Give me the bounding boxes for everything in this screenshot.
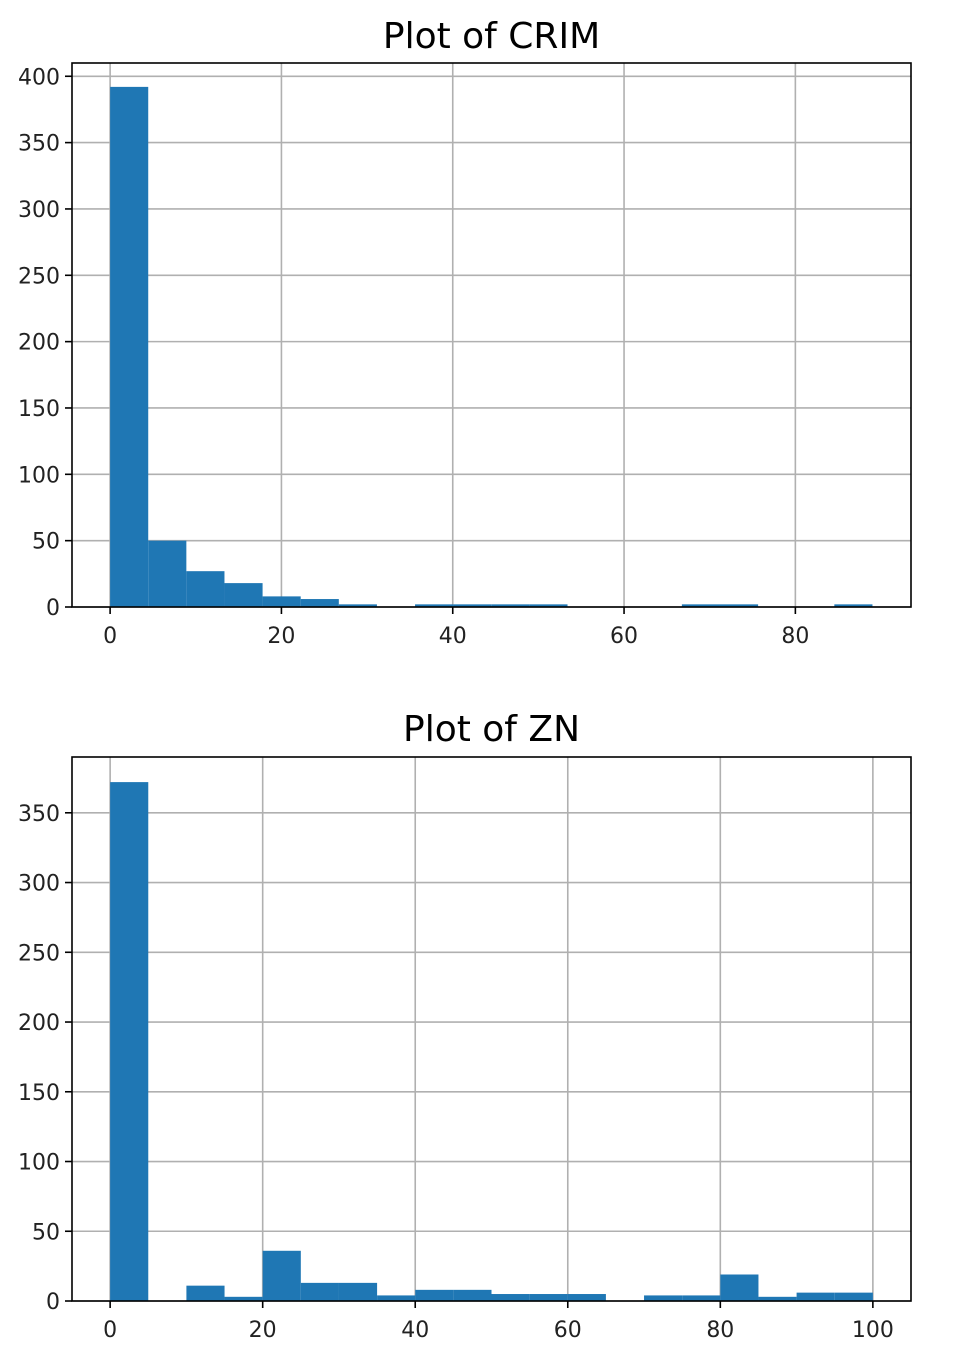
crim-x-tick-label: 60 <box>610 624 638 649</box>
crim-bar <box>719 604 759 607</box>
crim-bar <box>300 599 339 607</box>
zn-y-tick-label: 200 <box>18 1011 60 1036</box>
crim-y-tick-label: 250 <box>18 264 60 289</box>
zn-bar <box>186 1285 225 1301</box>
crim-histogram-svg: 0 50 100 150 200 250 300 350 400 0 20 40 60 80 Plot of… <box>18 16 912 649</box>
zn-histogram: 0 50 100 150 200 250 300 350 0 20 40 60 80 100 Plot of… <box>0 690 960 1356</box>
crim-x-tick-label: 0 <box>103 624 117 649</box>
crim-x-tick-label: 80 <box>781 624 809 649</box>
crim-bar <box>148 540 187 607</box>
crim-y-tick-label: 0 <box>46 596 60 621</box>
zn-bar <box>377 1295 416 1301</box>
crim-y-tick-label: 400 <box>18 65 60 90</box>
zn-bar <box>758 1296 797 1301</box>
crim-plot-frame <box>71 62 912 608</box>
zn-bar <box>224 1296 263 1301</box>
crim-bar <box>262 596 301 607</box>
zn-bar <box>529 1294 568 1301</box>
crim-y-tick-label: 50 <box>32 530 60 555</box>
crim-bar <box>186 571 225 607</box>
zn-y-tick-label: 150 <box>18 1081 60 1106</box>
zn-bar <box>720 1274 759 1301</box>
zn-x-tick-label: 40 <box>401 1318 429 1343</box>
crim-x-tick-label: 40 <box>439 624 467 649</box>
zn-y-tick-label: 100 <box>18 1151 60 1176</box>
zn-bar <box>796 1292 835 1301</box>
zn-y-tick-label: 250 <box>18 941 60 966</box>
zn-histogram-svg: 0 50 100 150 200 250 300 350 0 20 40 60 80 100 Plot of… <box>18 709 912 1343</box>
zn-x-tick-label: 80 <box>706 1318 734 1343</box>
zn-bar <box>338 1282 378 1301</box>
zn-x-tick-label: 20 <box>249 1318 277 1343</box>
zn-bar <box>110 782 149 1301</box>
crim-y-tick-label: 150 <box>18 397 60 422</box>
crim-bar <box>453 604 492 607</box>
zn-chart-title: Plot of ZN <box>403 709 580 750</box>
crim-chart-title: Plot of CRIM <box>383 16 600 57</box>
zn-x-tick-label: 60 <box>554 1318 582 1343</box>
crim-bar <box>491 604 530 607</box>
zn-plot-frame <box>71 756 912 1302</box>
crim-histogram: 0 50 100 150 200 250 300 350 400 0 20 40 60 80 Plot of… <box>0 0 960 672</box>
zn-bar <box>453 1289 492 1301</box>
zn-bar <box>300 1282 339 1301</box>
crim-y-tick-label: 100 <box>18 463 60 488</box>
zn-x-tick-label: 100 <box>852 1318 894 1343</box>
zn-y-tick-label: 300 <box>18 872 60 897</box>
crim-y-tick-label: 350 <box>18 132 60 157</box>
crim-bar <box>338 604 377 607</box>
zn-bar <box>262 1250 301 1301</box>
crim-x-tick-label: 20 <box>267 624 295 649</box>
crim-bar <box>224 583 263 607</box>
zn-bar <box>491 1294 530 1301</box>
crim-bar <box>834 604 873 607</box>
zn-x-tick-label: 0 <box>103 1318 117 1343</box>
zn-bar <box>834 1292 873 1301</box>
crim-y-tick-label: 200 <box>18 331 60 356</box>
crim-bar <box>681 604 720 607</box>
zn-bar <box>567 1294 606 1301</box>
crim-bar <box>415 604 454 607</box>
crim-bar <box>110 86 149 607</box>
zn-bar <box>415 1289 454 1301</box>
zn-y-tick-label: 0 <box>46 1290 60 1315</box>
crim-y-tick-label: 300 <box>18 198 60 223</box>
crim-bar <box>529 604 568 607</box>
zn-y-tick-label: 50 <box>32 1220 60 1245</box>
zn-y-tick-label: 350 <box>18 802 60 827</box>
zn-bar <box>682 1295 721 1301</box>
zn-bar <box>644 1295 683 1301</box>
